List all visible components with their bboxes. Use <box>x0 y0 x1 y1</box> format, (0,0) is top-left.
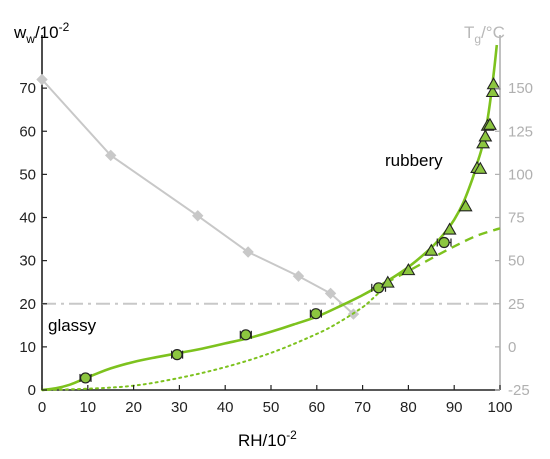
y-left-tick-label: 60 <box>19 123 36 140</box>
fit-curves <box>41 44 501 392</box>
circle-point <box>79 372 92 384</box>
y-left-tick-label: 70 <box>19 80 36 97</box>
circle-point <box>240 329 252 341</box>
y-right-tick-label: 25 <box>508 296 525 313</box>
circle-point <box>373 282 385 294</box>
x-tick-label: 50 <box>263 399 280 416</box>
circle-point <box>438 236 450 249</box>
triangle-point <box>380 275 395 288</box>
tg-point <box>36 73 48 86</box>
y-right-tick-label: 150 <box>508 80 533 97</box>
x-tick-label: 80 <box>400 399 417 416</box>
x-axis-title: RH/10-2 <box>238 428 297 450</box>
x-tick-label: 0 <box>38 399 46 416</box>
y-right-tick-label: 75 <box>508 210 525 227</box>
triangle-point <box>442 222 457 235</box>
x-tick-label: 90 <box>446 399 463 416</box>
tg-series <box>36 73 360 320</box>
y-left-tick-label: 50 <box>19 166 36 183</box>
triangle-point <box>476 136 491 149</box>
x-tick-label: 20 <box>125 399 142 416</box>
tg-point <box>324 287 337 300</box>
y-right-tick-label: 0 <box>508 339 516 356</box>
tg-point <box>192 210 204 222</box>
axis-ticks: 0 10 20 30 40 50 60 70 80 90 100 0 10 20 30 40 50 60 70 -25… <box>19 80 533 416</box>
plot-frame <box>41 35 501 391</box>
glassy-label: glassy <box>48 316 97 335</box>
y-left-tick-label: 30 <box>19 253 36 270</box>
y-right-tick-label: -25 <box>508 382 530 399</box>
y-left-axis-title: ww/10-2 <box>13 20 70 46</box>
circle-point <box>171 349 183 361</box>
x-tick-label: 70 <box>354 399 371 416</box>
y-left-tick-label: 40 <box>19 210 36 227</box>
x-tick-label: 60 <box>308 399 325 416</box>
fit-curve-dotted <box>41 282 389 391</box>
x-tick-label: 100 <box>487 399 512 416</box>
y-left-tick-label: 20 <box>19 296 36 313</box>
tg-point <box>242 246 254 258</box>
triangle-point <box>473 161 488 174</box>
triangle-point <box>478 129 493 142</box>
triangle-point <box>458 199 473 212</box>
rubbery-label: rubbery <box>385 151 443 170</box>
y-right-axis-title: Tg/°C <box>464 23 505 46</box>
tg-series-line <box>41 78 355 315</box>
triangle-point <box>482 117 497 130</box>
tg-point <box>104 149 117 162</box>
fit-curve-solid <box>41 44 499 392</box>
y-right-tick-label: 125 <box>508 123 533 140</box>
x-tick-label: 40 <box>217 399 234 416</box>
y-right-tick-label: 50 <box>508 253 525 270</box>
triangle-point <box>486 77 501 90</box>
y-left-tick-label: 10 <box>19 339 36 356</box>
tg-point <box>292 270 305 282</box>
triangle-point <box>424 243 439 256</box>
y-right-tick-label: 100 <box>508 166 533 183</box>
circle-point <box>310 308 322 320</box>
x-tick-label: 10 <box>79 399 96 416</box>
y-left-tick-label: 0 <box>28 382 36 399</box>
triangle-point <box>401 263 416 276</box>
x-tick-label: 30 <box>171 399 188 416</box>
data-points <box>79 77 501 384</box>
triangle-point <box>485 84 500 98</box>
